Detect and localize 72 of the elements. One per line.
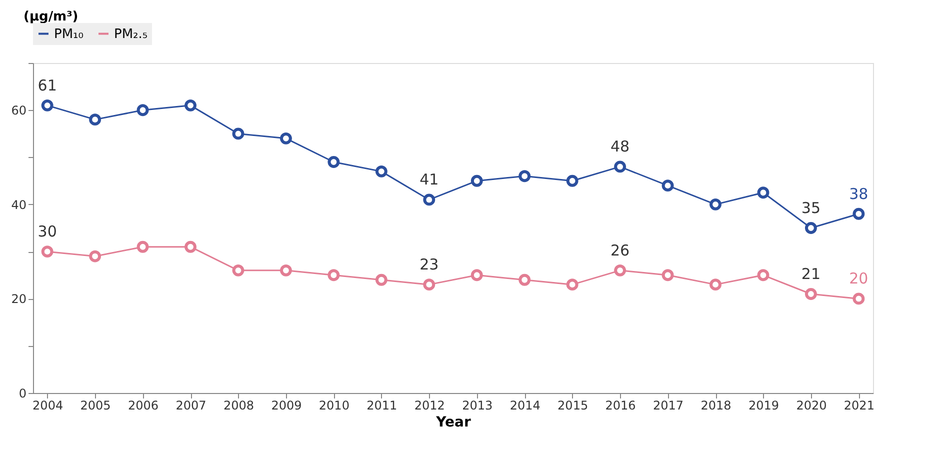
data-label: 21 [801,265,820,283]
y-tick-label: 40 [11,198,26,212]
point [614,264,626,276]
data-label: 61 [38,76,57,94]
x-tick-label: 2012 [414,398,445,412]
y-tick-label: 20 [11,292,26,306]
point [89,114,102,126]
x-tick-label: 2019 [748,398,779,412]
data-label: 30 [38,222,57,241]
x-tick-label: 2006 [128,398,159,412]
x-tick-label: 2011 [366,398,398,412]
y-tick-label: 60 [11,104,26,118]
x-tick-label: 2021 [844,398,874,412]
point [41,246,54,258]
point [614,160,626,173]
point [470,174,483,187]
point [280,132,292,144]
x-axis-title: Year [435,414,471,430]
data-label: 23 [420,256,439,274]
point [328,156,340,168]
x-tick-label: 2020 [796,398,827,412]
point [423,278,436,291]
data-label: 41 [420,170,439,189]
y-axis-title: (μg/m³) [24,10,78,24]
point [710,278,722,291]
point [423,194,436,206]
point [232,264,244,276]
x-tick-label: 2016 [605,398,636,412]
legend-label: PM₂.₅ [114,26,148,42]
point [804,222,817,234]
point [662,269,674,282]
point [328,269,340,282]
point [232,128,244,140]
point [710,198,722,210]
y-tick-label: 0 [18,386,26,400]
point [757,269,770,282]
x-tick-label: 2010 [318,398,350,412]
x-tick-label: 2008 [223,398,254,412]
point [566,174,578,187]
point [41,99,54,112]
point [470,269,483,282]
x-tick-label: 2014 [510,398,540,412]
point [662,180,674,192]
x-tick-label: 2015 [558,398,588,412]
point [852,208,865,220]
point [375,165,388,178]
data-label: 48 [610,138,630,156]
point [518,274,531,286]
data-label: 38 [849,184,868,203]
point [136,240,149,253]
point [89,250,102,262]
point [280,264,292,276]
x-tick-label: 2005 [80,398,111,412]
data-label: 35 [801,199,820,217]
x-tick-label: 2013 [462,398,493,412]
point [757,186,770,199]
point [852,292,865,305]
point [184,240,196,253]
legend-label: PM₁₀ [54,26,84,42]
x-tick-label: 2017 [653,398,684,412]
point [566,278,578,291]
point [518,170,531,182]
point [375,274,388,286]
x-tick-label: 2018 [700,398,732,412]
x-tick-label: 2007 [176,398,206,412]
point [136,104,149,116]
data-label: 20 [849,270,868,288]
data-label: 26 [610,241,630,260]
x-tick-label: 2009 [271,398,302,412]
x-tick-label: 2004 [32,398,64,412]
point [804,288,817,300]
point [184,99,196,112]
